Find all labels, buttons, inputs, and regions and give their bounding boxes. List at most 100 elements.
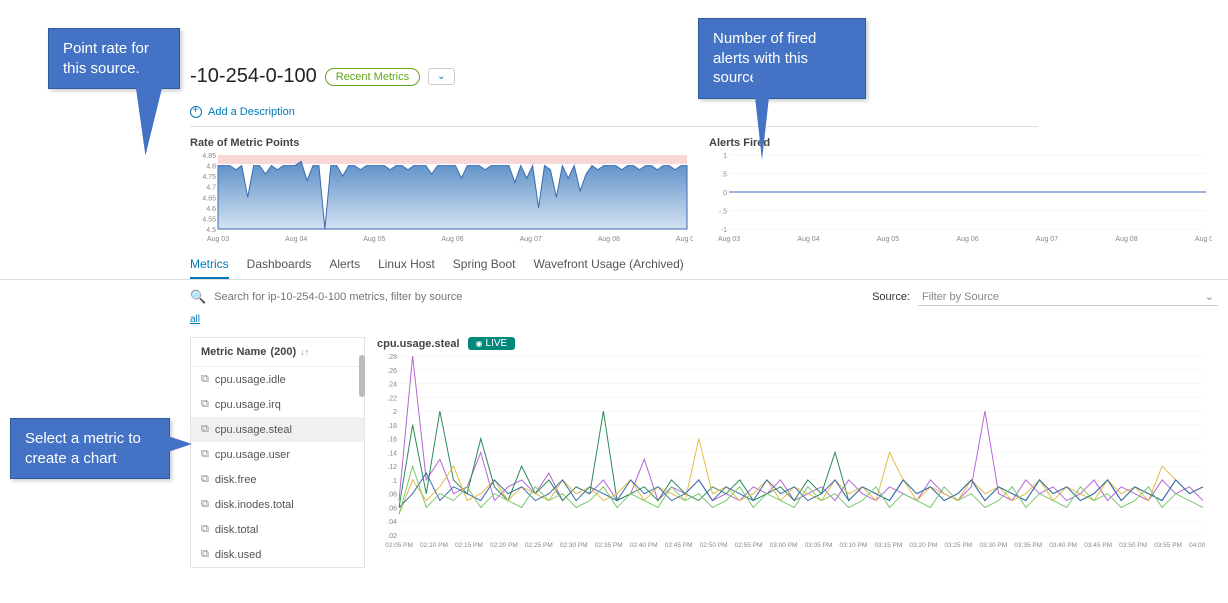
svg-text:4.8: 4.8 [206, 164, 216, 171]
svg-text:.06: .06 [387, 505, 397, 512]
chart-icon: ⧉ [201, 498, 209, 511]
metrics-header-label: Metric Name [201, 346, 266, 358]
svg-text:Aug 06: Aug 06 [956, 236, 978, 243]
svg-text:-.5: -.5 [719, 209, 727, 216]
svg-text:Aug 08: Aug 08 [598, 236, 620, 243]
sort-icon: ↓↑ [300, 347, 309, 357]
tab-wavefront-usage-archived-[interactable]: Wavefront Usage (Archived) [534, 253, 684, 279]
svg-text:02:55 PM: 02:55 PM [735, 542, 763, 549]
metrics-search-input[interactable] [214, 291, 864, 303]
svg-text:03:25 PM: 03:25 PM [944, 542, 972, 549]
recent-metrics-badge: Recent Metrics [325, 68, 420, 86]
metric-item[interactable]: ⧉ disk.total [191, 517, 364, 542]
metric-name: disk.free [215, 474, 257, 486]
svg-text:.16: .16 [387, 437, 397, 444]
tab-spring-boot[interactable]: Spring Boot [453, 253, 516, 279]
svg-text:.14: .14 [387, 450, 397, 457]
svg-text:.22: .22 [387, 395, 397, 402]
svg-text:Aug 09: Aug 09 [1195, 236, 1212, 243]
svg-text:.28: .28 [387, 354, 397, 361]
svg-text:.2: .2 [391, 409, 397, 416]
chevron-down-icon: ⌄ [1205, 290, 1214, 303]
svg-text:03:45 PM: 03:45 PM [1084, 542, 1112, 549]
add-description-label: Add a Description [208, 106, 295, 118]
svg-text:4.55: 4.55 [202, 216, 216, 223]
source-filter-dropdown[interactable]: Filter by Source ⌄ [918, 288, 1218, 306]
metric-name: disk.inodes.total [215, 499, 294, 511]
callout-select-metric: Select a metric to create a chart [10, 418, 170, 479]
svg-text:.12: .12 [387, 464, 397, 471]
metric-item[interactable]: ⧉disk.used [191, 542, 364, 567]
svg-text:.24: .24 [387, 382, 397, 389]
svg-text:0: 0 [723, 190, 727, 197]
metrics-header-count: (200) [270, 346, 296, 358]
svg-text:04:00 PM: 04:00 PM [1189, 542, 1207, 549]
chart-icon: ⧉ [201, 398, 209, 411]
svg-text:Aug 07: Aug 07 [1036, 236, 1058, 243]
metric-item[interactable]: ⧉ cpu.usage.idle [191, 367, 364, 392]
svg-text:4.75: 4.75 [202, 174, 216, 181]
metric-item[interactable]: ⧉cpu.usage.steal [191, 417, 364, 442]
svg-text:02:05 PM: 02:05 PM [385, 542, 413, 549]
live-badge: LIVE [468, 337, 516, 350]
svg-text:.02: .02 [387, 533, 397, 540]
svg-text:02:40 PM: 02:40 PM [630, 542, 658, 549]
scrollbar-thumb[interactable] [359, 355, 365, 397]
svg-text:03:30 PM: 03:30 PM [979, 542, 1007, 549]
chart-icon: ⧉ [201, 473, 209, 486]
tab-alerts[interactable]: Alerts [329, 253, 360, 279]
svg-text:Aug 04: Aug 04 [285, 236, 307, 243]
metric-name: cpu.usage.idle [215, 374, 286, 386]
metric-name: cpu.usage.irq [215, 399, 281, 411]
svg-text:.08: .08 [387, 492, 397, 499]
chart-icon: ⧉ [201, 448, 209, 461]
header-dropdown-button[interactable]: ⌄ [428, 68, 454, 85]
svg-text:Aug 05: Aug 05 [363, 236, 385, 243]
all-filter-link[interactable]: all [190, 314, 200, 325]
metric-item[interactable]: ⧉ disk.inodes.total [191, 492, 364, 517]
svg-text:Aug 03: Aug 03 [207, 236, 229, 243]
svg-text:03:50 PM: 03:50 PM [1119, 542, 1147, 549]
chart-icon: ⧉ [201, 523, 209, 536]
tab-metrics[interactable]: Metrics [190, 253, 229, 279]
callout-arrow [168, 436, 192, 452]
svg-text:.5: .5 [721, 172, 727, 179]
svg-text:03:55 PM: 03:55 PM [1154, 542, 1182, 549]
svg-text:.1: .1 [391, 478, 397, 485]
svg-text:03:35 PM: 03:35 PM [1014, 542, 1042, 549]
tab-linux-host[interactable]: Linux Host [378, 253, 435, 279]
metric-name: disk.total [215, 524, 258, 536]
metric-item[interactable]: ⧉ disk.free [191, 467, 364, 492]
svg-text:Aug 08: Aug 08 [1115, 236, 1137, 243]
svg-text:Aug 04: Aug 04 [797, 236, 819, 243]
add-description-link[interactable]: Add a Description [190, 106, 1228, 118]
svg-text:03:10 PM: 03:10 PM [840, 542, 868, 549]
svg-text:4.85: 4.85 [202, 153, 216, 160]
page-title: -10-254-0-100 [190, 65, 317, 88]
metric-item[interactable]: ⧉cpu.usage.user [191, 442, 364, 467]
svg-text:4.6: 4.6 [206, 206, 216, 213]
svg-text:02:10 PM: 02:10 PM [420, 542, 448, 549]
metric-name: disk.used [215, 549, 261, 561]
callout-alerts-fired: Number of fired alerts with this source. [698, 18, 866, 99]
big-chart-title: cpu.usage.steal [377, 338, 460, 350]
svg-text:03:20 PM: 03:20 PM [909, 542, 937, 549]
rate-chart: 4.854.84.754.74.654.64.554.5Aug 03Aug 04… [190, 153, 693, 243]
metrics-list-header[interactable]: Metric Name (200) ↓↑ [191, 338, 364, 367]
svg-text:Aug 09: Aug 09 [676, 236, 693, 243]
big-chart: .28.26.24.22.2.18.16.14.12.1.08.06.04.02… [377, 354, 1218, 549]
rate-chart-title: Rate of Metric Points [190, 137, 693, 149]
chart-icon: ⧉ [201, 423, 209, 436]
svg-text:03:05 PM: 03:05 PM [805, 542, 833, 549]
chart-icon: ⧉ [201, 373, 209, 386]
search-icon: 🔍 [190, 289, 206, 305]
svg-text:Aug 07: Aug 07 [520, 236, 542, 243]
svg-text:4.5: 4.5 [206, 227, 216, 234]
metric-item[interactable]: ⧉ cpu.usage.irq [191, 392, 364, 417]
callout-arrow [752, 70, 772, 160]
svg-text:03:40 PM: 03:40 PM [1049, 542, 1077, 549]
svg-text:Aug 05: Aug 05 [877, 236, 899, 243]
svg-text:02:20 PM: 02:20 PM [490, 542, 518, 549]
tab-dashboards[interactable]: Dashboards [247, 253, 312, 279]
svg-text:02:45 PM: 02:45 PM [665, 542, 693, 549]
